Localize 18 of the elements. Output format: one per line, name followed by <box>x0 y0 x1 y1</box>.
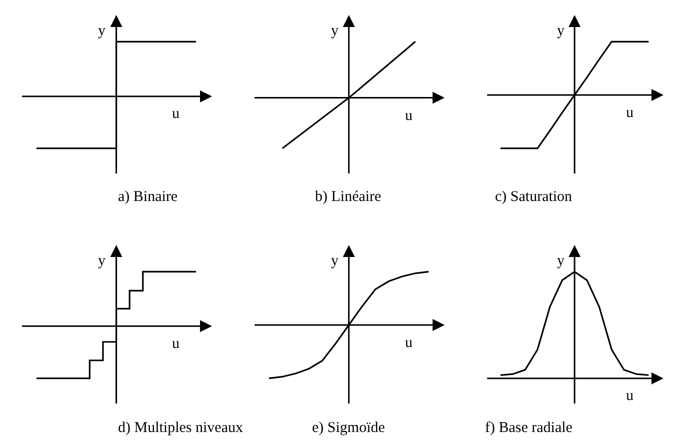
x-axis-title: u <box>405 335 413 351</box>
text: a) Binaire <box>118 189 178 205</box>
text: d) Multiples niveaux <box>118 420 244 436</box>
x-axis-title: u <box>172 106 180 122</box>
x-axis-title: u <box>172 336 180 352</box>
x-axis-title: u <box>405 108 413 124</box>
y-axis-title: y <box>331 253 339 269</box>
y-axis-title: y <box>557 253 565 269</box>
y-axis-title: y <box>331 23 339 39</box>
text: b) Linéaire <box>315 189 382 205</box>
x-axis-title: u <box>626 388 634 404</box>
text: e) Sigmoïde <box>312 420 386 436</box>
text: f) Base radiale <box>485 420 573 436</box>
y-axis-title: y <box>98 253 106 269</box>
y-axis-title: y <box>557 23 565 39</box>
x-axis-title: u <box>626 105 634 121</box>
y-axis-title: y <box>98 23 106 39</box>
text: c) Saturation <box>495 189 573 205</box>
